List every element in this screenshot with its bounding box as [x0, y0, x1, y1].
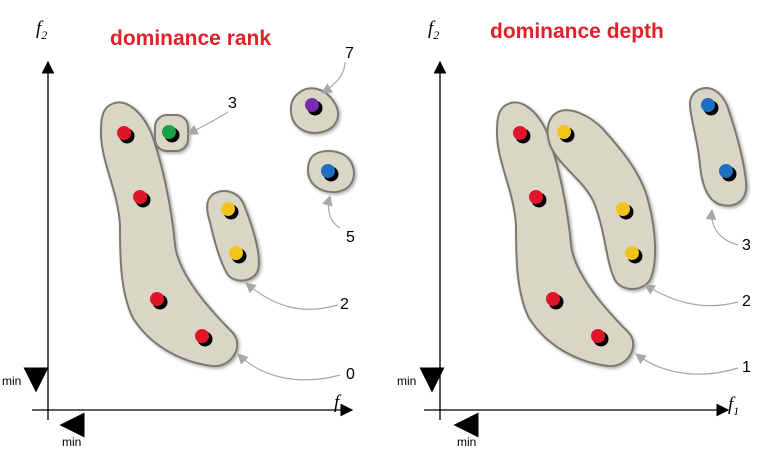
min-x-label: min: [457, 435, 476, 449]
x-axis-label: f1: [728, 394, 739, 418]
callout-line: [322, 194, 341, 229]
point-yellow: [625, 246, 639, 260]
front-blob-rank-0: [99, 101, 239, 368]
panel-dominance-rank: dominance rank f2 f1 min min: [2, 18, 355, 449]
front-blob-depth-1: [495, 101, 635, 368]
point-blue: [719, 164, 733, 178]
callout-line: [635, 353, 739, 375]
point-red: [513, 126, 527, 140]
point-red: [195, 329, 209, 343]
points-rank: [117, 98, 339, 347]
y-axis-label: f2: [36, 18, 47, 42]
point-red: [150, 292, 164, 306]
point-yellow: [616, 202, 630, 216]
callout-label: 7: [345, 45, 354, 62]
callout-label: 2: [742, 293, 751, 310]
callout-line: [705, 208, 739, 246]
point-purple: [305, 98, 319, 112]
callout-label: 3: [742, 237, 751, 254]
min-y-label: min: [2, 374, 21, 388]
callout-line: [643, 284, 739, 307]
point-blue: [321, 164, 335, 178]
callout-line: [186, 111, 229, 135]
callout-label: 0: [346, 366, 355, 383]
points-depth: [513, 98, 737, 347]
callout-label: 2: [340, 296, 349, 313]
point-red: [133, 190, 147, 204]
min-x-label: min: [62, 435, 81, 449]
point-yellow: [557, 125, 571, 139]
panel-dominance-depth: dominance depth f2 f1 min min: [397, 18, 751, 449]
front-blob-depth-2: [546, 109, 657, 290]
point-red: [546, 292, 560, 306]
x-axis-label: f1: [334, 392, 345, 416]
callout-label: 3: [228, 95, 237, 112]
point-yellow: [229, 246, 243, 260]
point-red: [591, 329, 605, 343]
point-green: [162, 125, 176, 139]
y-axis-label: f2: [428, 18, 439, 42]
callout-line: [320, 61, 346, 94]
panel-title: dominance depth: [490, 20, 664, 43]
callout-label: 1: [742, 359, 751, 376]
callout-label: 5: [346, 229, 355, 246]
callout-line: [245, 282, 339, 310]
point-yellow: [221, 202, 235, 216]
panel-title: dominance rank: [110, 27, 271, 50]
min-y-label: min: [397, 374, 416, 388]
point-red: [529, 190, 543, 204]
callout-line: [237, 353, 341, 381]
point-blue: [701, 98, 715, 112]
point-red: [117, 126, 131, 140]
